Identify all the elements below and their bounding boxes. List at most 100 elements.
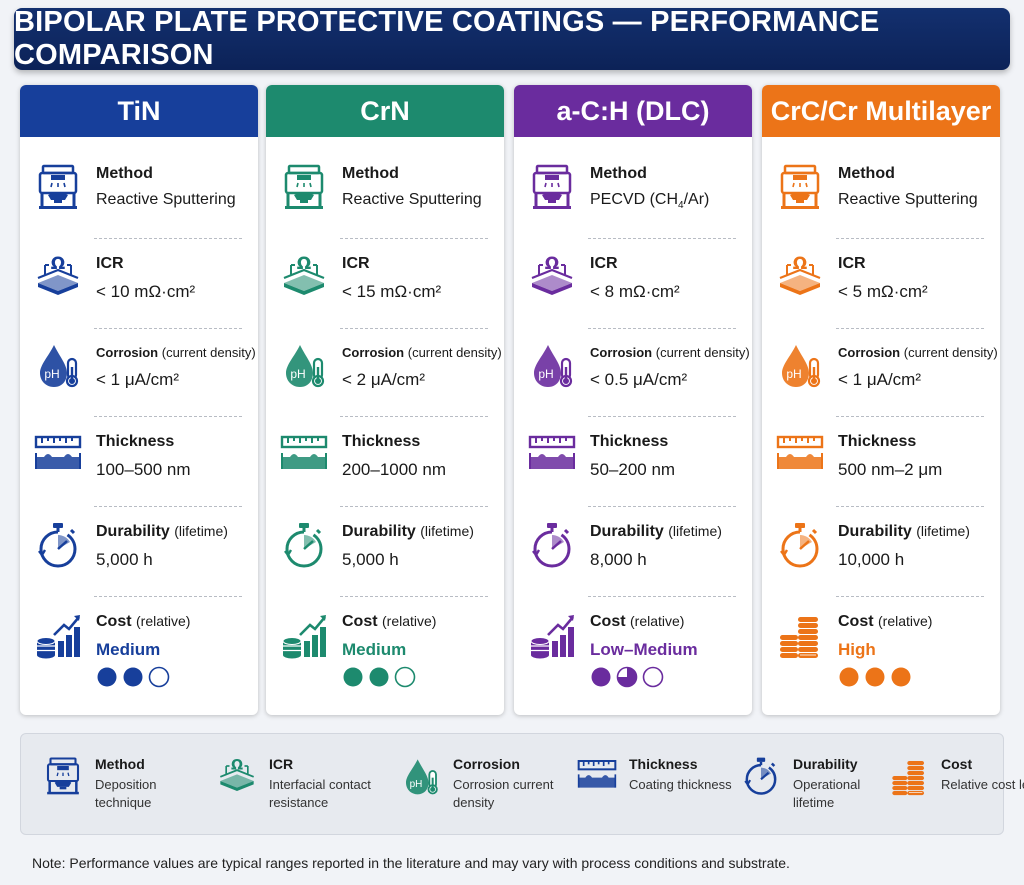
ph-drop-icon: pH: [776, 341, 824, 389]
coating-card: CrN Method Reactive Sputtering Ω ICR < 1…: [266, 85, 504, 715]
card-header: TiN: [20, 85, 258, 137]
resistance-icon: Ω: [280, 253, 328, 301]
thickness-label: Thickness: [590, 433, 669, 450]
legend-panel: Method Deposition technique Ω ICR Interf…: [20, 733, 1024, 835]
coating-card: a-C:H (DLC) Method PECVD (CH4/Ar) Ω ICR …: [514, 85, 752, 715]
legend-title: Durability: [793, 756, 858, 772]
deposition-chamber-icon: [776, 163, 824, 211]
cost-level-dot: [369, 667, 389, 687]
ruler-icon: [577, 756, 617, 796]
ruler-icon: [34, 431, 82, 479]
svg-text:Ω: Ω: [51, 254, 65, 274]
corrosion-row: pH Corrosion (current density) < 1 μA/cm…: [762, 333, 1000, 423]
divider: [588, 328, 736, 329]
cost-level-indicator: [342, 666, 416, 688]
resistance-icon: Ω: [776, 253, 824, 301]
thickness-label: Thickness: [96, 433, 175, 450]
stopwatch-icon: [280, 521, 328, 569]
ruler-icon: [280, 431, 328, 479]
icr-value: < 15 mΩ·cm²: [342, 282, 442, 301]
page-title: BIPOLAR PLATE PROTECTIVE COATINGS — PERF…: [14, 6, 880, 71]
legend-description: Corrosion current density: [453, 777, 554, 810]
icr-value: < 8 mΩ·cm²: [590, 282, 680, 301]
legend-title: Thickness: [629, 756, 698, 772]
svg-text:pH: pH: [538, 367, 553, 381]
divider: [340, 596, 488, 597]
coating-name: a-C:H (DLC): [556, 95, 710, 126]
icr-label: ICR: [838, 255, 866, 272]
ph-drop-icon: pH: [34, 341, 82, 389]
divider: [836, 596, 984, 597]
divider: [588, 596, 736, 597]
method-value: Reactive Sputtering: [96, 191, 236, 208]
cost-row: Cost (relative) Medium: [20, 603, 258, 713]
thickness-row: Thickness 500 nm–2 μm: [762, 423, 1000, 513]
divider: [94, 596, 242, 597]
cost-label: Cost (relative): [96, 613, 191, 630]
thickness-value: 100–500 nm: [96, 460, 191, 479]
cost-level-indicator: [838, 666, 912, 688]
svg-text:Ω: Ω: [297, 254, 311, 274]
ruler-icon: [776, 431, 824, 479]
durability-value: 8,000 h: [590, 550, 647, 569]
coating-name: TiN: [117, 95, 161, 126]
cost-level-dot: [642, 666, 664, 688]
durability-label: Durability (lifetime): [96, 523, 228, 540]
coating-card: TiN Method Reactive Sputtering Ω ICR < 1…: [20, 85, 258, 715]
durability-row: Durability (lifetime) 5,000 h: [266, 513, 504, 603]
cost-level-dot: [123, 667, 143, 687]
method-label: Method: [96, 165, 153, 182]
method-label: Method: [838, 165, 895, 182]
legend-description: Deposition technique: [95, 777, 157, 810]
svg-text:Ω: Ω: [231, 757, 243, 773]
divider: [340, 506, 488, 507]
cost-level-dot: [591, 667, 611, 687]
method-row: Method Reactive Sputtering: [20, 155, 258, 245]
durability-label: Durability (lifetime): [590, 523, 722, 540]
svg-text:pH: pH: [410, 779, 423, 790]
thickness-value: 50–200 nm: [590, 460, 676, 479]
stopwatch-icon: [528, 521, 576, 569]
method-row: Method Reactive Sputtering: [762, 155, 1000, 245]
method-row: Method PECVD (CH4/Ar): [514, 155, 752, 245]
icr-label: ICR: [342, 255, 370, 272]
corrosion-row: pH Corrosion (current density) < 2 μA/cm…: [266, 333, 504, 423]
corrosion-label: Corrosion (current density): [590, 345, 750, 360]
cost-value: Low–Medium: [590, 640, 698, 659]
cost-value: Medium: [342, 640, 407, 659]
durability-value: 5,000 h: [342, 550, 399, 569]
cost-value: High: [838, 640, 876, 659]
thickness-row: Thickness 200–1000 nm: [266, 423, 504, 513]
resistance-icon: Ω: [528, 253, 576, 301]
cost-level-dot: [891, 667, 911, 687]
divider: [836, 238, 984, 239]
svg-text:Ω: Ω: [793, 254, 807, 274]
stopwatch-icon: [776, 521, 824, 569]
durability-row: Durability (lifetime) 5,000 h: [20, 513, 258, 603]
coating-name: CrC/Cr Multilayer: [770, 95, 992, 126]
cost-label: Cost (relative): [838, 613, 933, 630]
divider: [836, 416, 984, 417]
cost-row: Cost (relative) High: [762, 603, 1000, 713]
cost-row: Cost (relative) Medium: [266, 603, 504, 713]
divider: [94, 328, 242, 329]
durability-label: Durability (lifetime): [838, 523, 970, 540]
cost-label: Cost (relative): [342, 613, 437, 630]
cost-level-indicator: [590, 666, 664, 688]
divider: [588, 416, 736, 417]
coating-name: CrN: [360, 95, 410, 126]
method-value: PECVD (CH4/Ar): [590, 191, 710, 212]
divider: [94, 238, 242, 239]
divider: [340, 238, 488, 239]
legend-title: Method: [95, 756, 145, 772]
cost-level-dot: [839, 667, 859, 687]
divider: [94, 506, 242, 507]
stopwatch-icon: [34, 521, 82, 569]
cost-level-dot: [865, 667, 885, 687]
deposition-chamber-icon: [280, 163, 328, 211]
corrosion-value: < 1 μA/cm²: [96, 370, 180, 389]
method-value: Reactive Sputtering: [838, 191, 978, 208]
cost-level-dot: [394, 666, 416, 688]
thickness-row: Thickness 50–200 nm: [514, 423, 752, 513]
corrosion-value: < 0.5 μA/cm²: [590, 370, 688, 389]
